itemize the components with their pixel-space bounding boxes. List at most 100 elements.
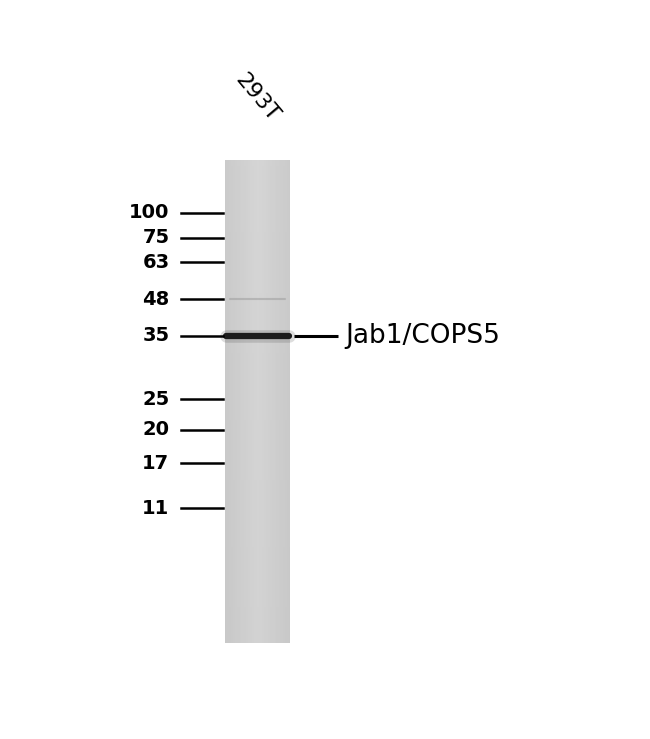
Bar [225, 638, 291, 644]
Bar [284, 160, 285, 644]
Bar [242, 160, 243, 644]
Bar [285, 160, 286, 644]
Bar [225, 547, 291, 553]
Bar [225, 226, 291, 232]
Bar [276, 160, 277, 644]
Bar [225, 631, 291, 638]
Bar [225, 607, 291, 613]
Bar [286, 160, 287, 644]
Bar [225, 541, 291, 547]
Text: 63: 63 [142, 253, 170, 272]
Bar [280, 160, 281, 644]
Bar [277, 160, 278, 644]
Bar [225, 619, 291, 625]
Bar [260, 160, 261, 644]
Bar [225, 336, 291, 341]
Bar [225, 359, 291, 365]
Bar [234, 160, 235, 644]
Bar [225, 408, 291, 414]
Bar [274, 160, 275, 644]
Bar [225, 262, 291, 269]
Bar [225, 450, 291, 456]
Bar [225, 583, 291, 589]
Bar [225, 347, 291, 353]
Bar [263, 160, 264, 644]
Bar [269, 160, 270, 644]
Bar [231, 160, 232, 644]
Bar [233, 160, 234, 644]
Bar [270, 160, 272, 644]
Bar [225, 323, 291, 329]
Text: 35: 35 [142, 326, 170, 345]
Bar [225, 220, 291, 226]
Bar [225, 571, 291, 577]
Bar [225, 553, 291, 559]
Bar [245, 160, 246, 644]
Bar [225, 178, 291, 184]
Bar [225, 474, 291, 480]
Bar [243, 160, 244, 644]
Bar [281, 160, 282, 644]
Bar [225, 251, 291, 256]
Bar [273, 160, 274, 644]
Bar [278, 160, 279, 644]
Bar [225, 438, 291, 444]
Bar [229, 160, 231, 644]
Bar [225, 353, 291, 359]
Bar [259, 160, 260, 644]
Bar [225, 160, 291, 166]
Text: 25: 25 [142, 390, 170, 409]
Bar [265, 160, 266, 644]
Bar [241, 160, 242, 644]
Bar [225, 505, 291, 511]
Bar [225, 528, 291, 534]
Bar [225, 613, 291, 619]
Bar [225, 245, 291, 251]
Bar [256, 160, 257, 644]
Bar [225, 214, 291, 220]
Bar [225, 534, 291, 541]
Bar [264, 160, 265, 644]
Bar [257, 160, 259, 644]
Bar [275, 160, 276, 644]
Bar [272, 160, 273, 644]
Bar [225, 492, 291, 498]
Bar [225, 275, 291, 281]
Bar [225, 269, 291, 275]
Bar [225, 480, 291, 486]
Bar [225, 601, 291, 607]
Text: 48: 48 [142, 290, 170, 309]
Bar [225, 184, 291, 190]
Bar [247, 160, 248, 644]
Bar [232, 160, 233, 644]
Bar [225, 420, 291, 426]
Bar [244, 160, 245, 644]
Bar [254, 160, 255, 644]
Bar [225, 486, 291, 492]
Bar [255, 160, 256, 644]
Bar [225, 166, 291, 172]
Bar [239, 160, 240, 644]
Bar [226, 160, 228, 644]
Bar [225, 232, 291, 239]
Bar [225, 196, 291, 202]
Bar [225, 287, 291, 293]
Bar [225, 239, 291, 245]
Bar [283, 160, 284, 644]
Bar [225, 293, 291, 299]
Bar [252, 160, 253, 644]
Bar [225, 299, 291, 305]
Bar [262, 160, 263, 644]
Bar [227, 160, 228, 644]
Bar [225, 577, 291, 583]
Bar [253, 160, 254, 644]
Bar [235, 160, 237, 644]
Bar [225, 202, 291, 208]
Bar [225, 372, 291, 378]
Text: 75: 75 [142, 228, 170, 248]
Bar [237, 160, 238, 644]
Bar [225, 341, 291, 347]
Text: 100: 100 [129, 203, 170, 222]
Bar [225, 256, 291, 262]
Bar [250, 160, 251, 644]
